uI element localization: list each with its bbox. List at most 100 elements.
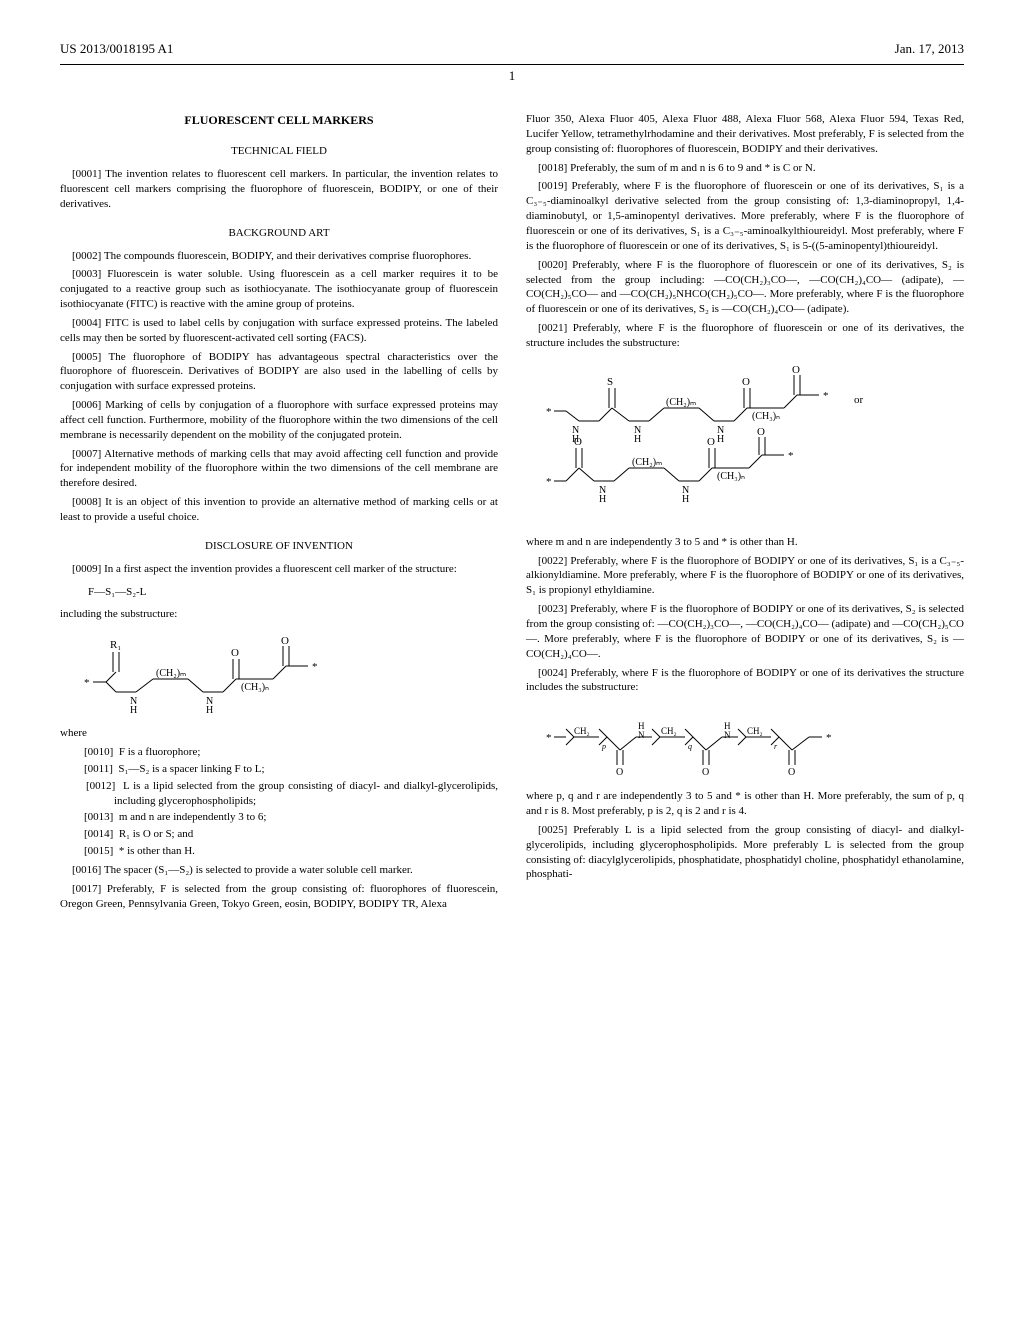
para-num: [0009] [72,563,101,575]
para-num: [0016] [72,864,101,876]
para-num: [0015] [84,845,113,857]
para-num: [0004] [72,317,101,329]
s2b-star-l: * [546,476,552,488]
two-column-layout: FLUORESCENT CELL MARKERS TECHNICAL FIELD… [60,112,964,915]
para-num: [0014] [84,828,113,840]
def-0011: [0011] S₁—S₂ is a spacer linking F to L; [88,762,498,777]
header-rule [60,64,964,65]
para-text: Preferably, where F is the fluorophore o… [526,667,964,694]
page-header: US 2013/0018195 A1 Jan. 17, 2013 [60,40,964,58]
def-0010: [0010] F is a fluorophore; [88,745,498,760]
para-0017-cont: Fluor 350, Alexa Fluor 405, Alexa Fluor … [526,112,964,157]
label-ch2m: (CH₂)ₘ [156,668,186,679]
def-0012: [0012] L is a lipid selected from the gr… [114,779,498,809]
para-num: [0017] [72,883,101,895]
label-nh1: NH [130,696,137,714]
para-0024: [0024] Preferably, where F is the fluoro… [526,666,964,696]
document-title: FLUORESCENT CELL MARKERS [60,112,498,128]
para-0007: [0007] Alternative methods of marking ce… [60,447,498,492]
para-text: Preferably, where F is the fluorophore o… [526,603,964,660]
s3-o3: O [788,767,795,777]
para-num: [0013] [84,811,113,823]
para-text: * is other than H. [119,845,195,857]
para-text: R₁ is O or S; and [119,828,193,840]
chem-structure-3: CH₂ p CH₂ q CH₂ [544,707,964,777]
def-0015: [0015] * is other than H. [88,844,498,859]
para-text: Preferably, F is selected from the group… [60,883,498,910]
para-num: [0001] [72,168,101,180]
para-num: [0022] [538,555,567,567]
s2-star-r: * [823,390,829,402]
para-0017: [0017] Preferably, F is selected from th… [60,882,498,912]
s3-o2: O [702,767,709,777]
right-column: Fluor 350, Alexa Fluor 405, Alexa Fluor … [526,112,964,915]
label-star-r: * [312,661,318,673]
para-0023: [0023] Preferably, where F is the fluoro… [526,602,964,661]
page-number: 1 [60,67,964,85]
para-num: [0019] [538,180,567,192]
para-0021b: where m and n are independently 3 to 5 a… [526,535,964,550]
para-text: Alternative methods of marking cells tha… [60,448,498,490]
para-text: Preferably, where F is the fluorophore o… [526,180,964,251]
para-0002: [0002] The compounds fluorescein, BODIPY… [60,249,498,264]
para-text: Preferably, where F is the fluorophore o… [526,322,964,349]
para-0024b: where p, q and r are independently 3 to … [526,789,964,819]
para-num: [0007] [72,448,101,460]
s2-nh2: NH [634,425,641,445]
para-num: [0021] [538,322,567,334]
s2-star-l: * [546,406,552,418]
para-text: Preferably, the sum of m and n is 6 to 9… [570,162,816,174]
para-text: The spacer (S₁—S₂) is selected to provid… [104,864,413,876]
s2-o2: O [792,364,800,376]
s2b-ch3n: (CH₃)ₙ [717,471,745,482]
svg-text:CH₂: CH₂ [574,726,590,736]
s3-star-l: * [546,732,552,744]
s3-hn1: HN [638,721,645,740]
svg-text:p: p [601,742,606,751]
para-text: The compounds fluorescein, BODIPY, and t… [104,250,471,262]
para-text: Fluorescein is water soluble. Using fluo… [60,268,498,310]
section-technical-field: TECHNICAL FIELD [60,144,498,159]
para-text: The invention relates to fluorescent cel… [60,168,498,210]
s2b-o0: O [574,436,582,448]
para-text: Preferably, where F is the fluorophore o… [526,259,964,316]
para-0009: [0009] In a first aspect the invention p… [60,562,498,577]
s2b-o2: O [757,426,765,438]
label-star-l: * [84,677,90,689]
label-ch3n: (CH₃)ₙ [241,682,269,693]
para-num: [0005] [72,351,101,363]
para-0001: [0001] The invention relates to fluoresc… [60,167,498,212]
para-num: [0008] [72,496,101,508]
s2b-o1: O [707,436,715,448]
label-r1: R₁ [110,639,121,651]
para-num: [0018] [538,162,567,174]
para-num: [0010] [84,746,113,758]
para-num: [0024] [538,667,567,679]
para-0020: [0020] Preferably, where F is the fluoro… [526,258,964,317]
s2b-nh1: NH [599,485,606,505]
para-0022: [0022] Preferably, where F is the fluoro… [526,554,964,599]
s2-ch3n: (CH₃)ₙ [752,411,780,422]
para-num: [0011] [84,763,113,775]
s2-o1: O [742,376,750,388]
para-text: S₁—S₂ is a spacer linking F to L; [118,763,264,775]
para-text: FITC is used to label cells by conjugati… [60,317,498,344]
para-0004: [0004] FITC is used to label cells by co… [60,316,498,346]
para-text: Preferably L is a lipid selected from th… [526,824,964,881]
label-nh2: NH [206,696,213,714]
para-num: [0002] [72,250,101,262]
para-text: L is a lipid selected from the group con… [114,780,498,807]
para-text: F is a fluorophore; [119,746,201,758]
para-0005: [0005] The fluorophore of BODIPY has adv… [60,350,498,395]
label-o2: O [281,635,289,647]
formula-fss-l: F—S₁—S₂-L [88,585,498,600]
s2-nh3: NH [717,425,724,445]
s2b-ch2m: (CH₂)ₘ [632,457,662,468]
svg-text:CH₂: CH₂ [661,726,677,736]
s3-o1: O [616,767,623,777]
para-0006: [0006] Marking of cells by conjugation o… [60,398,498,443]
def-0013: [0013] m and n are independently 3 to 6; [88,810,498,825]
para-num: [0006] [72,399,101,411]
para-text: In a first aspect the invention provides… [104,563,457,575]
s3-star-r: * [826,732,832,744]
